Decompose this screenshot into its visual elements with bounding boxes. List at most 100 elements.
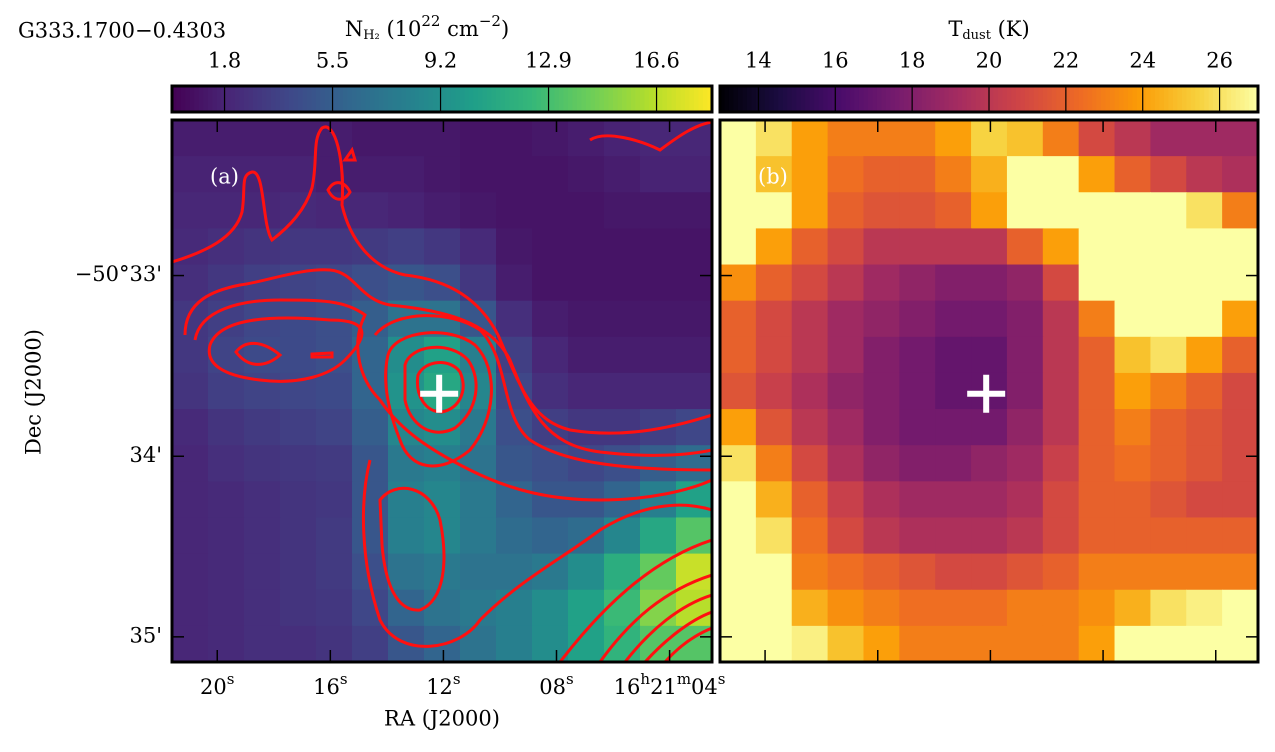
colorbar-step xyxy=(316,86,321,112)
colorbar-step xyxy=(1078,86,1084,112)
colorbar-step xyxy=(428,86,434,112)
heatmap-cell xyxy=(208,625,245,663)
colorbar-step xyxy=(1056,86,1062,112)
colorbar-step xyxy=(298,86,303,112)
heatmap-cell xyxy=(568,120,605,157)
colorbar-step xyxy=(1051,86,1057,112)
heatmap-cell xyxy=(172,156,209,193)
colorbar-step xyxy=(455,86,461,112)
heatmap-cell xyxy=(791,336,829,374)
colorbar-step xyxy=(172,86,177,112)
heatmap-cell xyxy=(827,517,865,555)
heatmap-cell xyxy=(1078,589,1116,627)
heatmap-cell xyxy=(755,625,793,663)
heatmap-cell xyxy=(280,120,317,157)
heatmap-cell xyxy=(1042,264,1080,302)
colorbar-step xyxy=(1150,86,1156,112)
heatmap-cell xyxy=(532,372,569,410)
contour xyxy=(183,268,712,457)
heatmap-cell xyxy=(172,264,209,302)
colorbar-step xyxy=(343,86,348,112)
y-axis-label: Dec (J2000) xyxy=(22,329,46,455)
colorbar-step xyxy=(1199,86,1205,112)
heatmap-cell xyxy=(1222,264,1259,302)
heatmap-cell xyxy=(1150,120,1187,157)
heatmap-cell xyxy=(1150,589,1187,627)
heatmap-cell xyxy=(1078,445,1116,482)
colorbar-step xyxy=(599,86,605,112)
colorbar-step xyxy=(930,86,936,112)
heatmap-cell xyxy=(935,517,972,555)
heatmap-cell xyxy=(424,192,461,229)
heatmap-cell xyxy=(1042,445,1080,482)
overlay: G333.1700−0.4303 1.8 5.5 9.2 12.9 16.6 NH₂ (10… xyxy=(18,12,1260,731)
colorbar-step xyxy=(724,86,730,112)
colorbar-step xyxy=(814,86,820,112)
heatmap-cell xyxy=(1042,336,1080,374)
heatmap-cell xyxy=(827,445,865,482)
heatmap-cell xyxy=(755,372,793,410)
colorbar-step xyxy=(832,86,838,112)
colorbar-step xyxy=(248,86,254,112)
heatmap-cell xyxy=(496,445,533,482)
colorbar-step xyxy=(275,86,281,112)
x-tick-label-part: h xyxy=(640,670,650,688)
colorbar-step xyxy=(487,86,492,112)
colorbar-step xyxy=(433,86,438,112)
heatmap-cell xyxy=(424,228,461,266)
colorbar-step xyxy=(836,86,842,112)
heatmap-cell xyxy=(676,409,713,446)
colorbar-step xyxy=(352,86,357,112)
heatmap-cell xyxy=(640,372,677,410)
contour xyxy=(172,125,712,435)
heatmap-cell xyxy=(316,372,353,410)
colorbar-step xyxy=(1177,86,1183,112)
colorbar-step xyxy=(850,86,855,112)
contour xyxy=(326,181,352,201)
heatmap-cell xyxy=(935,625,972,663)
heatmap-cell xyxy=(496,192,533,229)
colorbar-step xyxy=(1110,86,1116,112)
colorbar-step xyxy=(876,86,882,112)
heatmap-cell xyxy=(863,517,900,555)
heatmap-cell xyxy=(899,553,936,591)
heatmap-cell xyxy=(1114,481,1151,519)
heatmap-cell xyxy=(827,409,865,446)
colorbar-step xyxy=(827,86,833,112)
heatmap-cell xyxy=(244,120,281,157)
heatmap-cell xyxy=(1006,336,1044,374)
heatmap-cell xyxy=(532,120,569,157)
contour xyxy=(598,573,712,662)
heatmap-cell xyxy=(1150,372,1187,410)
colorbar-step xyxy=(1024,86,1030,112)
heatmap-cell xyxy=(316,228,353,266)
colorbar-step xyxy=(1163,86,1169,112)
x-tick-label-part: s xyxy=(227,670,235,688)
heatmap-cell xyxy=(172,445,209,482)
heatmap-cell xyxy=(568,264,605,302)
heatmap-cell xyxy=(1078,372,1116,410)
contour xyxy=(378,486,446,612)
heatmap-cell xyxy=(1078,553,1116,591)
heatmap-cell xyxy=(755,481,793,519)
heatmap-cell xyxy=(568,228,605,266)
colorbar-label-part: ) xyxy=(501,17,509,41)
contour xyxy=(663,626,712,662)
heatmap-cell xyxy=(899,481,936,519)
heatmap-cell xyxy=(1150,264,1187,302)
colorbar-step xyxy=(226,86,231,112)
colorbar-step xyxy=(415,86,420,112)
colorbar-step xyxy=(644,86,650,112)
colorbar-step xyxy=(307,86,312,112)
colorbar-step xyxy=(1029,86,1035,112)
heatmap-cell xyxy=(1222,481,1259,519)
colorbar-step xyxy=(1087,86,1093,112)
heatmap-cell xyxy=(244,553,281,591)
colorbar-tick-label: 14 xyxy=(745,49,772,73)
heatmap-cell xyxy=(899,589,936,627)
heatmap-cell xyxy=(388,481,425,519)
colorbar-step xyxy=(1240,86,1246,112)
heatmap-cell xyxy=(863,409,900,446)
colorbar-step xyxy=(841,86,847,112)
colorbar-step xyxy=(962,86,968,112)
